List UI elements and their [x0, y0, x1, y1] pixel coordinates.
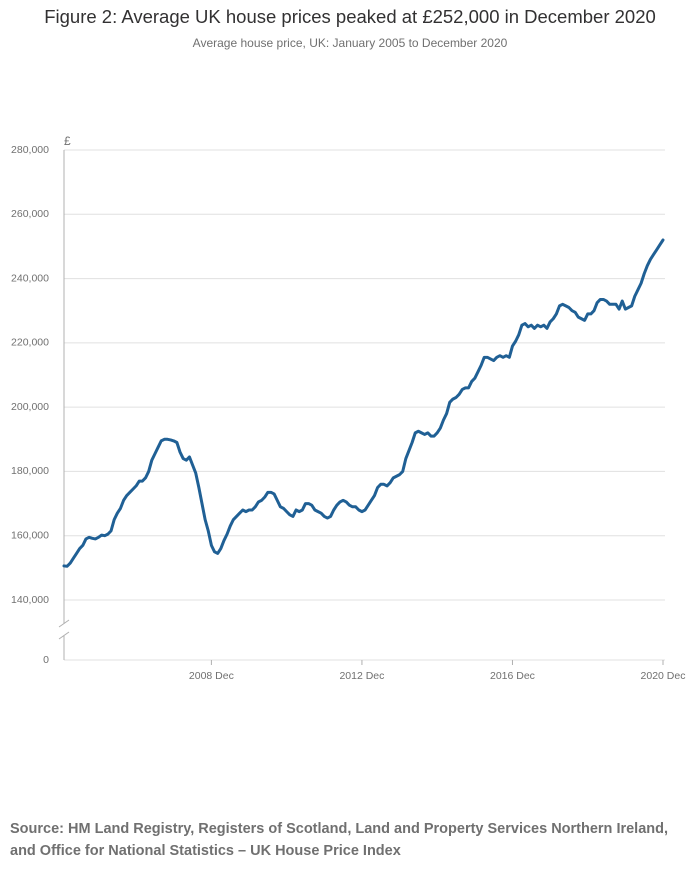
x-tick-label: 2008 Dec — [189, 670, 234, 682]
y-tick-label: 200,000 — [11, 401, 49, 413]
y-tick-label: 280,000 — [11, 144, 49, 156]
price-line — [62, 238, 665, 568]
chart-title: Figure 2: Average UK house prices peaked… — [44, 6, 656, 27]
y-tick-label: 160,000 — [11, 529, 49, 541]
y-tick-label: 260,000 — [11, 208, 49, 220]
y-tick-label: 0 — [43, 654, 49, 666]
chart: Figure 2: Average UK house prices peaked… — [11, 6, 686, 682]
y-tick-label: 140,000 — [11, 594, 49, 606]
x-tick-label: 2012 Dec — [339, 670, 384, 682]
y-tick-label: 220,000 — [11, 337, 49, 349]
source-note: Source: HM Land Registry, Registers of S… — [10, 821, 669, 859]
axis-break — [58, 631, 70, 640]
axis-break — [58, 619, 70, 628]
y-tick-label: 240,000 — [11, 272, 49, 284]
y-tick-label: 180,000 — [11, 465, 49, 477]
y-axis-label: £ — [64, 134, 71, 148]
x-tick-label: 2020 Dec — [641, 670, 686, 682]
chart-subtitle: Average house price, UK: January 2005 to… — [193, 36, 508, 50]
x-tick-label: 2016 Dec — [490, 670, 535, 682]
